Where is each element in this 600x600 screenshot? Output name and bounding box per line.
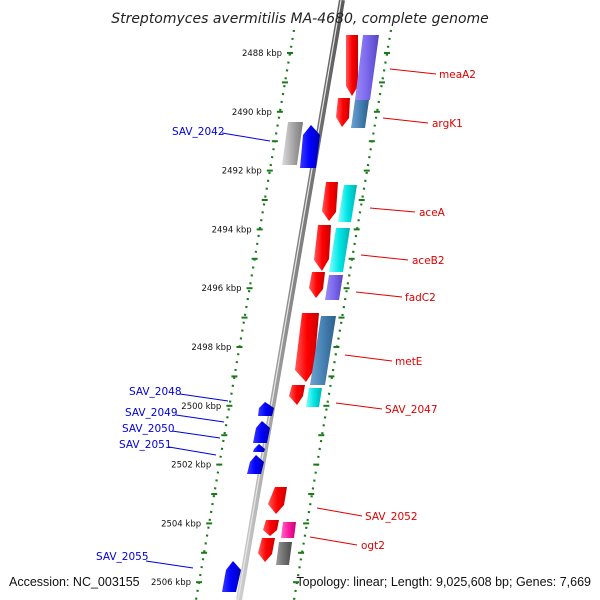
tick-label: 2490 kbp xyxy=(232,108,272,118)
label-SAV_2055[interactable]: SAV_2055 xyxy=(96,551,149,563)
gene-SAV_2050-arrow[interactable] xyxy=(253,444,265,452)
tick-label: 2488 kbp xyxy=(242,49,282,59)
forward-strand-genes xyxy=(258,35,358,562)
gene-SAV_2052-arrow[interactable] xyxy=(268,487,287,514)
label-argK1[interactable]: argK1 xyxy=(432,118,463,130)
tick-label: 2502 kbp xyxy=(171,461,211,471)
box-SAV_2042-grey xyxy=(282,122,303,165)
reverse-strand-genes xyxy=(222,122,320,592)
label-SAV_2050[interactable]: SAV_2050 xyxy=(122,423,175,435)
gene-ogt2-arrow-a[interactable] xyxy=(263,520,279,536)
gene-SAV_2047-arrow[interactable] xyxy=(289,385,305,405)
box-fadC2-purple xyxy=(325,275,343,300)
tick-label: 2494 kbp xyxy=(212,225,252,235)
gene-aceA-arrow[interactable] xyxy=(322,182,338,221)
box-metE-steel xyxy=(310,316,336,385)
genome-backbone xyxy=(236,0,345,600)
gene-ogt2-arrow-b[interactable] xyxy=(258,538,275,562)
box-argK1-steel xyxy=(351,100,369,128)
tick-label: 2498 kbp xyxy=(191,343,231,353)
gene-SAV_2055-arrow[interactable] xyxy=(222,561,241,592)
gene-SAV_2051-arrow[interactable] xyxy=(247,455,264,474)
label-aceA[interactable]: aceA xyxy=(419,207,446,219)
gene-argK1-arrow[interactable] xyxy=(336,98,350,127)
right-labels: meaA2 argK1 aceA aceB2 fadC2 metE SAV_20… xyxy=(309,68,476,552)
tick-label: 2496 kbp xyxy=(202,284,242,294)
tick-label: 2492 kbp xyxy=(222,167,262,177)
label-SAV_2049[interactable]: SAV_2049 xyxy=(125,407,178,419)
gene-SAV_2042-arrow[interactable] xyxy=(300,125,320,168)
category-boxes xyxy=(276,35,379,565)
label-SAV_2048[interactable]: SAV_2048 xyxy=(129,386,182,398)
gene-fadC2-arrow[interactable] xyxy=(309,272,325,298)
label-aceB2[interactable]: aceB2 xyxy=(412,255,445,267)
box-aceB2-cyan xyxy=(329,228,350,272)
topology-text: Topology: linear; Length: 9,025,608 bp; … xyxy=(296,575,591,589)
gene-metE-arrow[interactable] xyxy=(295,313,319,382)
label-SAV_2047[interactable]: SAV_2047 xyxy=(385,404,438,416)
genome-title: Streptomyces avermitilis MA-4680, comple… xyxy=(111,11,489,27)
label-SAV_2051[interactable]: SAV_2051 xyxy=(119,439,172,451)
box-SAV_2047-cyan xyxy=(306,388,322,407)
label-SAV_2052[interactable]: SAV_2052 xyxy=(365,511,418,523)
label-meaA2[interactable]: meaA2 xyxy=(439,69,476,81)
label-SAV_2042[interactable]: SAV_2042 xyxy=(172,126,225,138)
gene-aceB2-arrow[interactable] xyxy=(314,225,331,271)
left-track-line xyxy=(194,29,296,600)
right-track-line xyxy=(292,29,393,600)
left-labels: SAV_2042 SAV_2048 SAV_2049 SAV_2050 SAV_… xyxy=(96,126,271,569)
gene-SAV_2049-arrow[interactable] xyxy=(253,421,270,443)
label-fadC2[interactable]: fadC2 xyxy=(405,292,436,304)
kbp-ticks: 2488 kbp 2490 kbp 2492 kbp 2494 kbp 2496 kbp… xyxy=(151,49,390,588)
genome-backbone-highlight xyxy=(237,0,342,600)
tick-label: 2506 kbp xyxy=(151,578,191,588)
box-ogt2-grey xyxy=(276,542,292,565)
accession-text: Accession: NC_003155 xyxy=(9,575,140,589)
label-metE[interactable]: metE xyxy=(395,356,422,368)
label-ogt2[interactable]: ogt2 xyxy=(361,540,385,552)
box-aceA-cyan xyxy=(338,185,357,222)
box-ogt2-magenta xyxy=(281,522,296,538)
tick-label: 2500 kbp xyxy=(181,402,221,412)
gene-SAV_2048-arrow[interactable] xyxy=(258,402,274,416)
box-meaA2-purple xyxy=(355,35,379,100)
gene-meaA2-arrow[interactable] xyxy=(346,35,358,96)
tick-label: 2504 kbp xyxy=(161,519,201,529)
